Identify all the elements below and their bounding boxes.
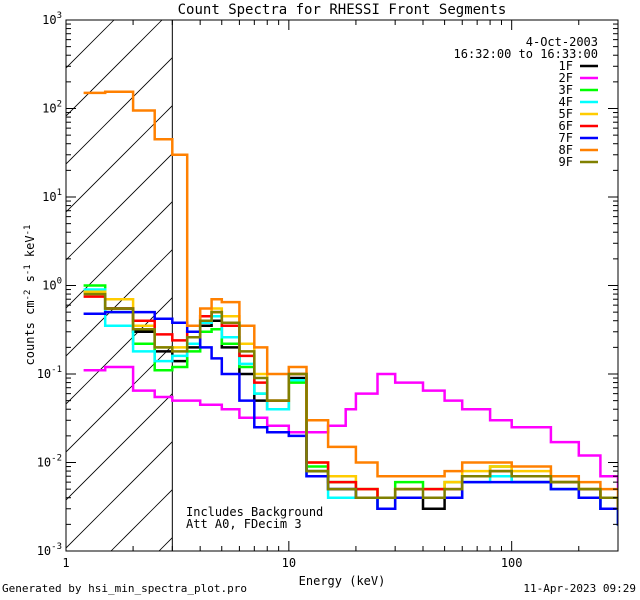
hatch-line (66, 249, 173, 357)
y-tick-label: 10-2 (37, 454, 62, 470)
annotation-attenuator: Att A0, FDecim 3 (186, 517, 302, 531)
legend-label-6F: 6F (559, 119, 573, 133)
y-tick-label: 10-1 (37, 365, 62, 381)
y-tick-label: 10-3 (37, 542, 62, 558)
series-line-2F (83, 365, 618, 491)
legend-label-7F: 7F (559, 131, 573, 145)
x-tick-label: 1 (62, 556, 69, 570)
legend-label-5F: 5F (559, 107, 573, 121)
y-tick-label: 102 (42, 100, 62, 116)
legend-label-2F: 2F (559, 71, 573, 85)
series-line-9F (83, 292, 618, 511)
hatch-line (66, 105, 173, 213)
hatch-line (66, 57, 173, 165)
y-tick-label: 100 (42, 277, 62, 293)
legend-label-3F: 3F (559, 83, 573, 97)
legend-label-9F: 9F (559, 155, 573, 169)
footer-generated-by: Generated by hsi_min_spectra_plot.pro (2, 582, 248, 595)
x-axis-label: Energy (keV) (299, 574, 386, 588)
y-tick-label: 101 (42, 188, 62, 204)
y-tick-label: 103 (42, 11, 62, 27)
hatch-line (66, 393, 173, 501)
hatch-line (66, 441, 173, 549)
chart-title: Count Spectra for RHESSI Front Segments (178, 2, 507, 18)
series-line-8F (83, 90, 618, 499)
y-axis-label: counts cm-2 s-1 keV-1 (23, 225, 37, 366)
x-tick-label: 100 (501, 556, 523, 570)
legend-time-range: 16:32:00 to 16:33:00 (454, 47, 599, 61)
legend-label-4F: 4F (559, 95, 573, 109)
legend-label-8F: 8F (559, 143, 573, 157)
legend-label-1F: 1F (559, 59, 573, 73)
x-tick-label: 10 (282, 556, 296, 570)
legend-date: 4-Oct-2003 (526, 35, 598, 49)
annotation-background: Includes Background (186, 505, 323, 519)
footer-timestamp: 11-Apr-2023 09:29 (523, 582, 636, 595)
